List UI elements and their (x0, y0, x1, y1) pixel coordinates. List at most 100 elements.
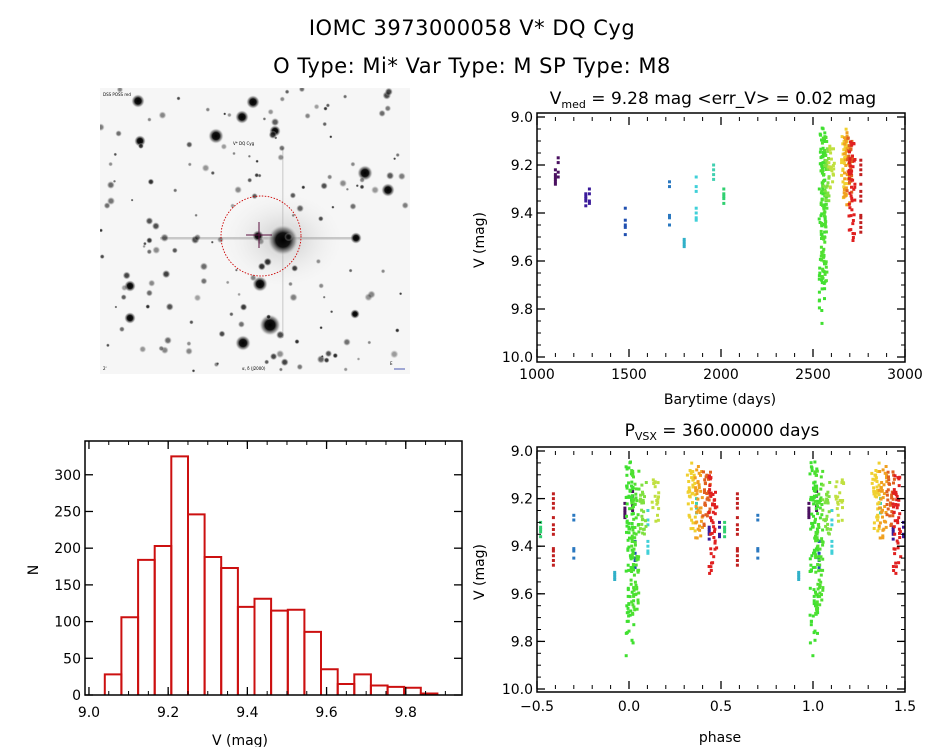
light-curve-point (829, 157, 833, 161)
phase-curve-point (630, 544, 634, 548)
phase-curve-point (811, 498, 815, 502)
light-curve-point (819, 147, 823, 151)
histogram-bar (369, 684, 389, 695)
phase-curve-point (630, 536, 634, 540)
phase-curve-point (638, 527, 642, 531)
phase-curve-point (887, 478, 891, 482)
histogram-bar (203, 556, 223, 695)
phase-curve-point (627, 629, 631, 633)
phase-curve-point (634, 487, 638, 491)
light-curve-point (584, 197, 588, 201)
phase-curve-point (551, 516, 555, 520)
sky-label-coords: α, δ (J2000) (242, 366, 266, 371)
star (332, 352, 339, 359)
phase-curve-point (878, 536, 882, 540)
light-curve-point (823, 203, 827, 207)
light-curve-point (556, 175, 560, 179)
star (216, 236, 224, 244)
light-curve-point (825, 147, 829, 151)
phase-curve-point (877, 461, 881, 465)
phase-curve-point (881, 528, 885, 532)
phase-curve-point (633, 526, 637, 529)
phase-curve-point (881, 515, 884, 519)
star (291, 264, 299, 272)
phase-curve-point (539, 530, 543, 534)
sky-label-east: E (390, 361, 393, 366)
star (294, 338, 300, 345)
light-curve-point (859, 199, 863, 203)
phase-curve-point (632, 568, 635, 572)
phase-curve-point (813, 460, 817, 464)
star (278, 144, 286, 152)
phase-curve-point (824, 524, 828, 528)
phase-curve-point (809, 568, 813, 572)
phase-curve-point (878, 521, 882, 525)
light-curve-point (851, 222, 855, 226)
y-tick-label: 9.0 (511, 110, 533, 126)
phase-curve-point (876, 507, 880, 511)
light-curve-point (820, 190, 824, 194)
star (275, 349, 285, 359)
y-tick-label: 150 (54, 578, 81, 594)
phase-curve-point (870, 471, 874, 475)
star (147, 279, 156, 287)
light-curve-point (823, 287, 827, 291)
histogram-axes: 9.0 9.2 9.4 9.6 9.8 0 50 100 150 200 250 300 (54, 441, 462, 721)
phase-curve-point (756, 556, 760, 560)
phase-curve-point (632, 498, 636, 502)
phase-curve-point (707, 537, 711, 541)
phase-curve-point (708, 477, 712, 481)
x-tick-label: 2500 (795, 367, 831, 383)
star (151, 221, 161, 231)
phase-curve-point (688, 495, 692, 499)
phase-curve-point (820, 598, 824, 602)
phase-curve-point (635, 555, 639, 559)
phase-curve-point (818, 603, 822, 607)
phase-curve-point (814, 547, 818, 551)
phase-curve-points (539, 460, 905, 658)
phase-curve-point (633, 551, 637, 555)
light-curve-point (819, 232, 823, 236)
phase-curve-point (623, 501, 627, 505)
phase-curve-point (656, 518, 660, 522)
phase-curve-point (572, 547, 576, 551)
phase-curve-point (714, 490, 717, 494)
phase-curve-point (810, 512, 814, 516)
phase-curve-point (812, 548, 816, 552)
phase-curve-point (817, 566, 821, 570)
phase-curve-point (735, 492, 739, 496)
star (147, 178, 155, 186)
phase-curve-point (896, 519, 899, 523)
star (186, 340, 192, 347)
star (234, 185, 243, 194)
phase-curve-point (875, 480, 879, 483)
phase-curve-point (690, 518, 694, 522)
light-curve-point (682, 242, 686, 246)
phase-curve-point (651, 478, 655, 482)
phase-curve-point (634, 532, 638, 536)
light-curve-point (668, 180, 671, 184)
phase-curve-point (629, 568, 633, 572)
light-curve-point (828, 148, 832, 152)
histogram-bars (103, 455, 439, 695)
star (201, 163, 210, 173)
phase-curve-point (623, 513, 627, 517)
star (401, 201, 410, 210)
light-curve-point (712, 168, 716, 172)
light-curve-point (849, 171, 853, 175)
phase-curve-point (708, 507, 712, 511)
phase-curve-point (696, 465, 700, 468)
phase-curve-point (703, 481, 707, 485)
x-tick-label: 9.2 (157, 705, 179, 721)
star (120, 284, 128, 292)
phase-curve-point (898, 512, 902, 516)
light-curve-point (824, 260, 828, 264)
light-curve-point (845, 147, 849, 151)
phase-curve-point (885, 490, 889, 494)
phase-curve-point (809, 495, 813, 499)
light-curve-point (827, 165, 831, 169)
light-curve-point (859, 189, 863, 193)
phase-curve-point (686, 502, 690, 506)
sky-image-finder-chart: DSS POSS red V* DQ Cyg 2' α, δ (J2000) E (100, 88, 410, 374)
star (319, 325, 323, 330)
